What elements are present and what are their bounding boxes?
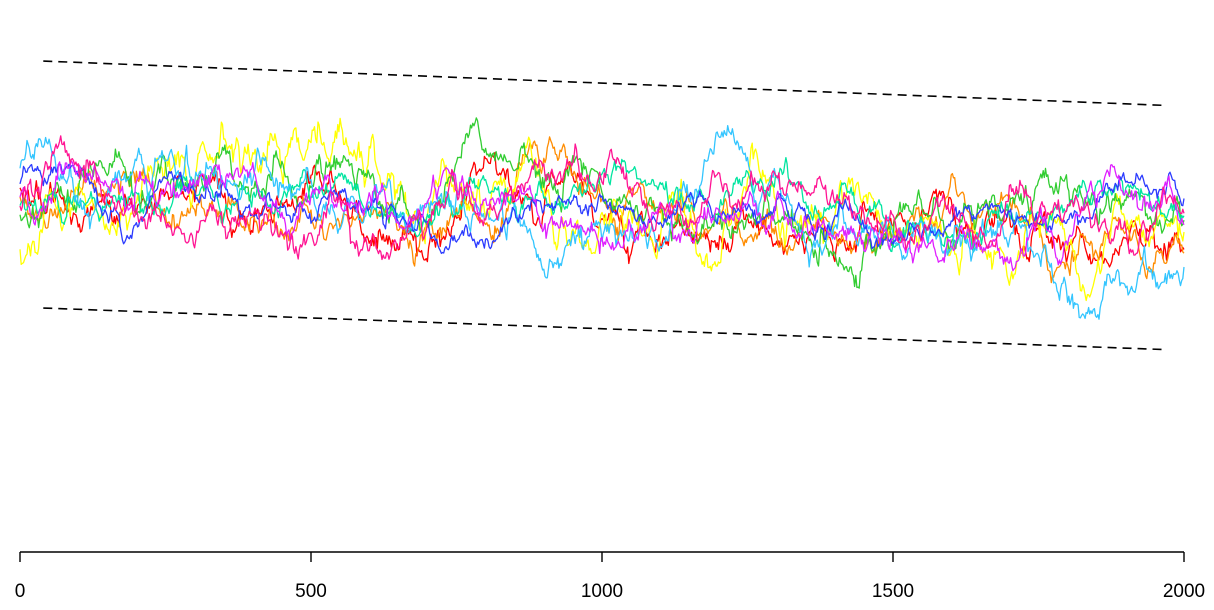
x-tick-label: 0 bbox=[15, 581, 26, 602]
series-line-3 bbox=[19, 117, 1185, 302]
series-line-6 bbox=[19, 124, 1185, 320]
bounds-layer bbox=[43, 60, 1167, 351]
x-tick-label: 2000 bbox=[1163, 581, 1205, 602]
series-line-1 bbox=[19, 151, 1185, 268]
series-line-5 bbox=[19, 156, 1185, 253]
upper-bound-line bbox=[43, 60, 1167, 107]
x-tick-label: 1000 bbox=[581, 581, 623, 602]
series-line-9 bbox=[19, 135, 1185, 261]
x-tick-label: 1500 bbox=[872, 581, 914, 602]
series-line-4 bbox=[19, 117, 1185, 289]
x-axis: 0 500 1000 1500 2000 bbox=[15, 551, 1205, 602]
series-line-8 bbox=[19, 160, 1185, 272]
x-tick-label: 500 bbox=[295, 581, 327, 602]
lower-bound-line bbox=[43, 307, 1167, 351]
series-layer bbox=[19, 117, 1185, 320]
series-line-7 bbox=[19, 163, 1185, 255]
